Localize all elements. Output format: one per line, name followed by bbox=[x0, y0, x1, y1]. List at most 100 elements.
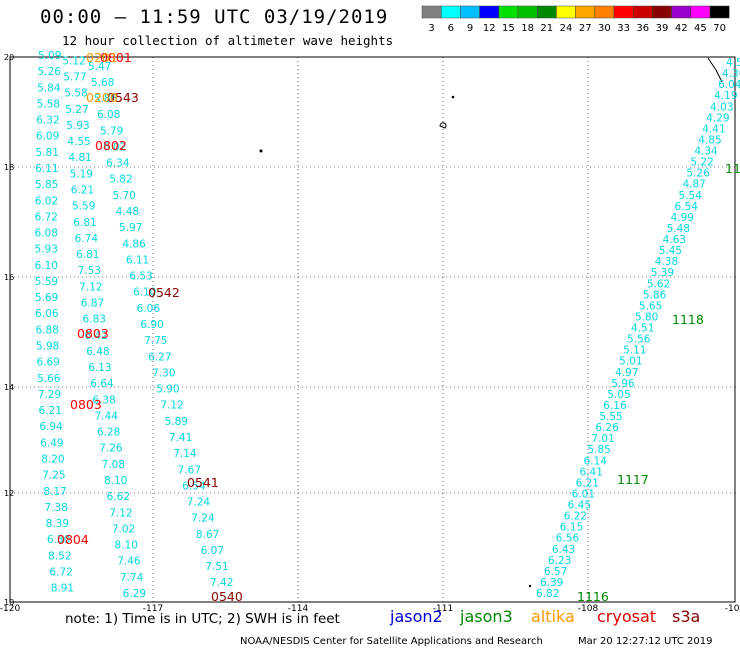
swh-value-west: 5.26 bbox=[38, 66, 62, 78]
swh-value-east: 4.99 bbox=[671, 212, 694, 224]
swh-value-west: 6.07 bbox=[201, 545, 224, 557]
lat-label: 14 bbox=[4, 383, 14, 392]
satellite-jason2: jason2 bbox=[390, 607, 443, 626]
swh-value-west: 6.28 bbox=[97, 427, 120, 439]
swh-value-east: 4.30 bbox=[722, 68, 740, 80]
swh-value-east: 5.65 bbox=[639, 300, 662, 312]
swh-value-west: 7.12 bbox=[79, 281, 102, 293]
swh-value-west: 5.59 bbox=[35, 276, 58, 288]
scale-label: 9 bbox=[467, 23, 473, 34]
swh-value-east: 4.57 bbox=[726, 57, 740, 69]
swh-value-west: 6.11 bbox=[126, 254, 149, 266]
swh-value-west: 6.72 bbox=[49, 566, 72, 578]
swh-value-east: 5.54 bbox=[679, 190, 703, 202]
swh-value-west: 6.34 bbox=[106, 158, 130, 170]
swh-value-west: 8.52 bbox=[48, 550, 71, 562]
time-label: 0802 bbox=[95, 138, 127, 153]
lat-label: 18 bbox=[4, 163, 14, 172]
swh-value-west: 6.10 bbox=[35, 260, 58, 272]
scale-label: 42 bbox=[675, 23, 688, 34]
swh-value-east: 5.45 bbox=[659, 245, 682, 257]
swh-value-east: 4.41 bbox=[702, 123, 725, 135]
swh-value-west: 7.53 bbox=[78, 265, 101, 277]
swh-value-west: 7.67 bbox=[178, 464, 201, 476]
time-label: 0541 bbox=[187, 475, 219, 490]
swh-value-west: 6.90 bbox=[140, 319, 163, 331]
swh-value-west: 6.32 bbox=[36, 115, 59, 127]
swh-value-west: 5.97 bbox=[119, 222, 142, 234]
swh-value-west: 8.91 bbox=[51, 583, 74, 595]
swh-value-east: 6.57 bbox=[544, 566, 567, 578]
swh-value-east: 6.45 bbox=[568, 500, 591, 512]
swh-value-west: 5.58 bbox=[64, 88, 87, 100]
island-marker bbox=[259, 149, 263, 153]
swh-value-west: 5.93 bbox=[66, 120, 89, 132]
time-label: 0542 bbox=[148, 285, 180, 300]
swh-value-west: 5.93 bbox=[35, 244, 58, 256]
swh-value-east: 4.19 bbox=[714, 90, 737, 102]
swh-value-west: 7.75 bbox=[144, 335, 167, 347]
swh-value-west: 7.24 bbox=[187, 497, 211, 509]
swh-value-east: 6.21 bbox=[576, 477, 599, 489]
scale-label: 27 bbox=[579, 23, 592, 34]
swh-value-west: 6.87 bbox=[81, 297, 104, 309]
swh-value-west: 5.47 bbox=[88, 61, 111, 73]
map-subtitle: 12 hour collection of altimeter wave hei… bbox=[62, 33, 394, 48]
scale-label: 24 bbox=[560, 23, 573, 34]
swh-value-west: 6.49 bbox=[40, 437, 63, 449]
time-label: 0801 bbox=[100, 50, 132, 65]
time-label: 1117 bbox=[617, 472, 649, 487]
swh-value-west: 8.20 bbox=[41, 454, 64, 466]
scale-label: 21 bbox=[540, 23, 553, 34]
swh-value-west: 7.46 bbox=[117, 556, 141, 568]
swh-value-west: 7.02 bbox=[112, 523, 135, 535]
scale-label: 45 bbox=[694, 23, 707, 34]
swh-value-east: 4.63 bbox=[663, 234, 686, 246]
swh-value-west: 7.51 bbox=[205, 561, 228, 573]
lat-label: 20 bbox=[4, 53, 14, 62]
swh-value-west: 4.55 bbox=[67, 136, 90, 148]
swh-value-west: 4.86 bbox=[122, 238, 146, 250]
swh-value-west: 6.27 bbox=[148, 351, 171, 363]
time-label: 0803 bbox=[70, 397, 102, 412]
swh-value-west: 6.21 bbox=[39, 405, 62, 417]
swh-value-west: 5.89 bbox=[165, 416, 188, 428]
swh-value-west: 5.81 bbox=[36, 147, 59, 159]
lon-label: -111 bbox=[433, 604, 453, 614]
swh-value-east: 5.55 bbox=[599, 411, 622, 423]
swh-value-east: 4.03 bbox=[710, 101, 733, 113]
satellite-altika: altika bbox=[531, 607, 575, 626]
swh-value-east: 7.01 bbox=[591, 433, 614, 445]
swh-value-west: 6.72 bbox=[35, 211, 58, 223]
map-title: 00:00 — 11:59 UTC 03/19/2019 bbox=[40, 6, 389, 28]
swh-value-east: 6.39 bbox=[540, 577, 563, 589]
swh-value-west: 8.39 bbox=[46, 518, 69, 530]
swh-value-east: 5.22 bbox=[690, 157, 713, 169]
swh-value-west: 5.59 bbox=[72, 201, 95, 213]
swh-value-west: 6.81 bbox=[73, 217, 96, 229]
lon-label: -108 bbox=[578, 604, 599, 614]
time-label: 1118 bbox=[672, 312, 704, 327]
island-marker bbox=[451, 95, 455, 99]
swh-value-east: 6.15 bbox=[560, 522, 583, 534]
swh-value-west: 6.94 bbox=[39, 421, 63, 433]
swh-value-west: 7.24 bbox=[191, 513, 215, 525]
lat-label: 10 bbox=[4, 598, 14, 607]
swh-value-west: 8.67 bbox=[196, 529, 219, 541]
time-label: 1116 bbox=[577, 589, 609, 604]
swh-value-west: 5.90 bbox=[156, 384, 179, 396]
footer-credit: NOAA/NESDIS Center for Satellite Applica… bbox=[240, 636, 543, 647]
swh-value-west: 5.79 bbox=[100, 125, 123, 137]
swh-value-west: 5.68 bbox=[91, 77, 114, 89]
swh-value-west: 6.64 bbox=[90, 378, 114, 390]
swh-value-east: 5.05 bbox=[607, 389, 630, 401]
swh-value-east: 5.56 bbox=[627, 334, 651, 346]
satellite-jason3: jason3 bbox=[460, 607, 513, 626]
swh-value-west: 5.19 bbox=[70, 168, 93, 180]
swh-value-east: 5.11 bbox=[623, 345, 646, 357]
lon-label: -117 bbox=[143, 604, 163, 614]
swh-value-east: 5.39 bbox=[651, 267, 674, 279]
swh-value-west: 5.58 bbox=[37, 98, 60, 110]
swh-value-west: 6.48 bbox=[86, 346, 109, 358]
